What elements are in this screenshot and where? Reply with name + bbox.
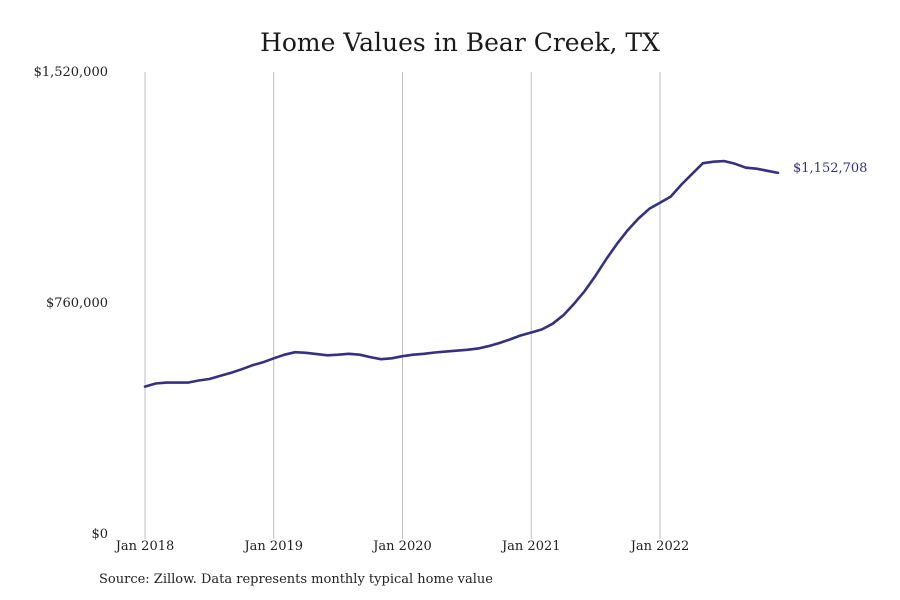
series-line [143,159,780,388]
x-tick-label: Jan 2019 [242,539,303,554]
x-tick-label: Jan 2022 [629,539,690,554]
series-line-layer [143,159,780,388]
x-tick-label: Jan 2018 [114,539,175,554]
x-tick-label: Jan 2021 [500,539,561,554]
end-value-label: $1,152,708 [793,161,867,176]
source-note: Source: Zillow. Data represents monthly … [99,572,493,587]
y-tick-label: $1,520,000 [34,65,108,80]
y-axis-tick-labels: $0 $760,000 $1,520,000 [34,65,108,542]
gridlines [144,72,661,539]
chart-title: Home Values in Bear Creek, TX [260,28,660,57]
x-tick-label: Jan 2020 [371,539,432,554]
end-value-label-layer: $1,152,708 [793,161,867,176]
y-tick-label: $760,000 [46,296,108,311]
x-axis-tick-labels: Jan 2018 Jan 2019 Jan 2020 Jan 2021 Jan 2022 [114,539,690,554]
y-tick-label: $0 [91,527,108,542]
